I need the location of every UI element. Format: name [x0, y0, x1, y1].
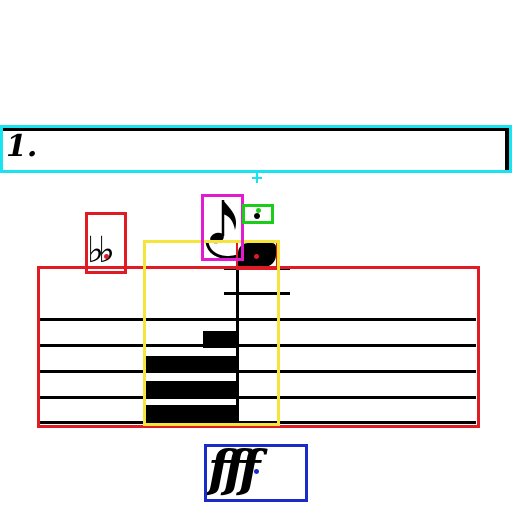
staff-line — [40, 318, 476, 321]
dynamic-annotation-box — [204, 444, 308, 502]
grace-note-annotation-box — [201, 194, 244, 261]
grace-note-slur — [205, 241, 238, 259]
beam — [146, 381, 237, 398]
volta-annotation-box — [0, 125, 512, 173]
accidental-annotation-box — [85, 212, 127, 274]
grace-note-flag — [223, 200, 237, 230]
beam — [146, 405, 237, 422]
ledger-line — [224, 292, 290, 295]
staff-line — [40, 396, 476, 399]
augmentation-dot — [254, 213, 260, 219]
accidental-center-marker — [104, 254, 109, 259]
beam-annotation-box — [143, 240, 280, 426]
staff-line — [40, 370, 476, 373]
beam — [146, 356, 237, 373]
volta-bracket-hook — [505, 128, 509, 170]
dot-annotation-box — [242, 204, 274, 224]
beam — [203, 331, 237, 348]
volta-number: 1. — [6, 129, 38, 164]
volta-bracket-top-line — [0, 128, 508, 131]
staff-annotation-box — [37, 266, 480, 428]
dot-center-marker — [256, 208, 261, 213]
volta-center-marker — [252, 173, 262, 183]
staff-line — [40, 344, 476, 347]
dynamic-center-marker — [254, 469, 259, 474]
notehead-center-marker — [254, 254, 259, 259]
dynamic-marking: fff — [208, 439, 260, 498]
note-stem — [236, 256, 239, 422]
staff-line — [40, 421, 476, 424]
grace-note — [205, 200, 238, 259]
